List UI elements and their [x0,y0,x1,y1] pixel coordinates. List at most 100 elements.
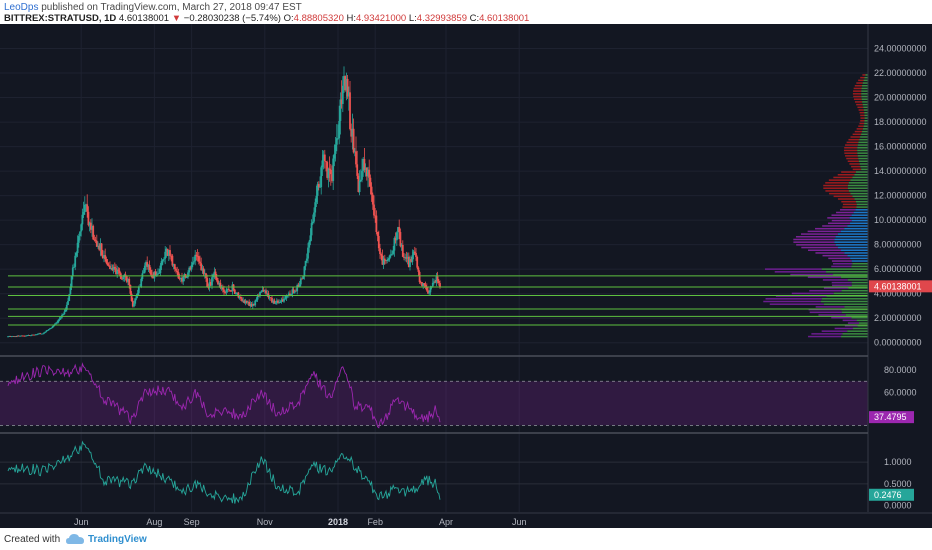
volume-bar [863,79,868,82]
candle-body [369,177,372,187]
candle-body [283,298,285,302]
volume-bar [844,325,858,327]
candle-body [370,186,373,195]
footer: Created with TradingView [0,528,932,550]
candle-body [178,278,181,280]
candle-body [115,268,117,275]
author-link[interactable]: LeoDps [4,2,39,13]
volume-bar [831,219,852,222]
volume-bar [832,262,853,265]
candle-body [313,212,315,222]
price-axis-tick: 18.00000000 [874,117,927,127]
candle-body [128,278,131,285]
candle-body [127,278,129,282]
candle-body [165,248,168,252]
volume-bar [809,311,842,314]
candle-body [51,326,54,328]
candle-body [281,299,284,302]
candle-body [305,258,308,261]
tradingview-brand[interactable]: TradingView [88,534,147,545]
candle-body [136,293,139,297]
volume-bar [845,144,858,146]
volume-bar [857,147,868,149]
change-value: −0.28030238 (−5.74%) [183,13,281,24]
rsi-axis-tick: 80.0000 [884,365,917,375]
candle-body [291,289,294,295]
candle-body [218,282,221,285]
osc-axis-tick: 1.0000 [884,457,912,467]
chart-canvas[interactable]: 24.00000000 22.00000000 20.00000000 18.0000… [0,24,932,528]
candle-body [50,327,53,329]
volume-bar [801,246,838,249]
candle-body [316,184,319,196]
candle-body [250,303,253,307]
time-axis-tick: Nov [257,517,274,527]
volume-bar [807,230,841,233]
volume-bar [841,311,868,314]
candle-body [21,335,24,337]
candle-body [265,290,267,294]
candle-body [182,277,185,282]
candle-body [11,336,14,337]
candle-body [118,270,121,274]
candle-body [358,180,361,192]
candle-body [74,255,77,267]
volume-bar [833,195,853,198]
volume-bar [852,93,862,95]
open-label: O: [283,13,294,24]
volume-bar [858,322,868,324]
price-axis-tick: 0.00000000 [874,338,922,348]
volume-bar [795,236,836,238]
volume-bar [834,327,853,330]
candle-body [31,334,33,336]
high-value: 4.93421000 [356,13,407,24]
price-axis-tick: 22.00000000 [874,68,927,78]
candle-body [332,158,335,181]
candle-body [211,277,213,286]
candle-body [230,290,233,292]
candle-body [17,335,20,337]
candle-body [224,292,227,293]
volume-bar [863,106,868,109]
candle-body [111,268,114,270]
candle-body [325,161,327,163]
volume-bar [853,95,862,98]
candle-body [229,289,231,291]
candle-body [89,222,92,230]
volume-bar [842,319,857,322]
volume-bar [862,84,868,87]
volume-bar [851,281,868,284]
volume-bar [827,217,850,219]
candle-body [177,272,180,279]
volume-bar [842,206,857,208]
candle-body [385,259,387,262]
candle-body [152,277,155,279]
candle-body [172,264,175,266]
volume-bar [841,335,868,338]
volume-bar [854,101,863,103]
candle-body [269,297,272,299]
candle-body [377,235,380,249]
candle-body [364,167,367,170]
candle-body [125,276,128,282]
candle-body [134,298,137,304]
candle-body [299,278,302,285]
candle-body [87,211,90,226]
candle-body [274,302,277,304]
candle-body [140,278,143,287]
candle-body [28,335,31,336]
price-axis-tick: 8.00000000 [874,240,922,250]
volume-bar [828,257,851,260]
candle-body [110,268,113,270]
candle-body [176,270,179,273]
candle-body [268,297,271,299]
candle-body [55,323,57,325]
candle-body [328,168,331,170]
candle-body [401,244,404,257]
volume-bar [844,252,868,254]
candle-body [436,276,439,282]
candle-body [153,271,156,279]
volume-bar [822,279,848,281]
candle-body [133,303,135,307]
candle-body [200,263,203,271]
